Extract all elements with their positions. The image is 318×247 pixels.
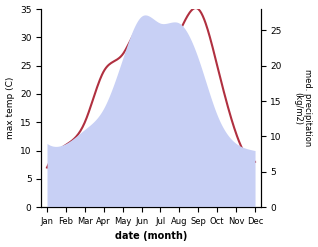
- X-axis label: date (month): date (month): [115, 231, 187, 242]
- Y-axis label: med. precipitation
(kg/m2): med. precipitation (kg/m2): [293, 69, 313, 147]
- Y-axis label: max temp (C): max temp (C): [5, 77, 15, 139]
